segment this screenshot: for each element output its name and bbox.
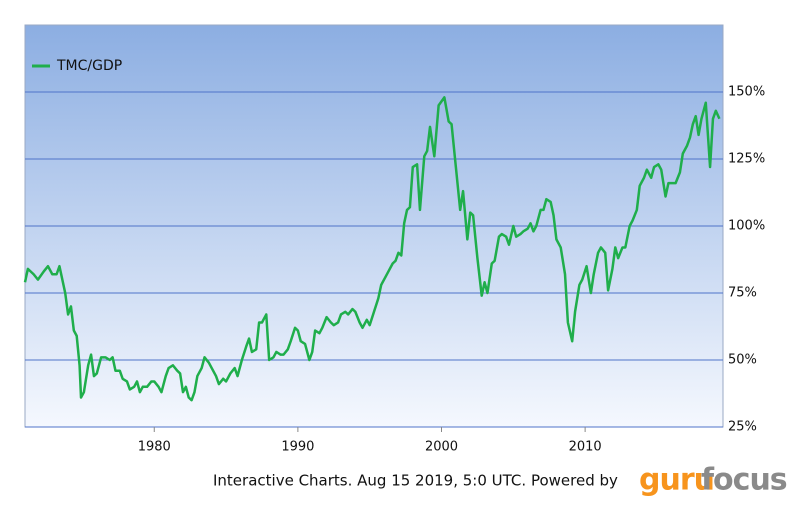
logo-guru: guru bbox=[639, 463, 714, 498]
y-tick-label: 100% bbox=[728, 219, 765, 234]
x-tick-label: 2000 bbox=[425, 440, 458, 455]
x-tick-label: 1980 bbox=[138, 440, 171, 455]
y-tick-label: 150% bbox=[728, 85, 765, 100]
y-tick-label: 75% bbox=[728, 286, 757, 301]
x-tick-label: 2010 bbox=[569, 440, 602, 455]
logo-focus: focus bbox=[701, 463, 787, 498]
data-line bbox=[23, 96, 721, 402]
y-tick-label: 125% bbox=[728, 152, 765, 167]
y-tick-label: 25% bbox=[728, 420, 757, 435]
y-tick-label: 50% bbox=[728, 353, 757, 368]
footer-text: Interactive Charts. Aug 15 2019, 5:0 UTC… bbox=[213, 472, 618, 490]
legend-label: TMC/GDP bbox=[56, 58, 122, 74]
x-tick-label: 1990 bbox=[281, 440, 314, 455]
